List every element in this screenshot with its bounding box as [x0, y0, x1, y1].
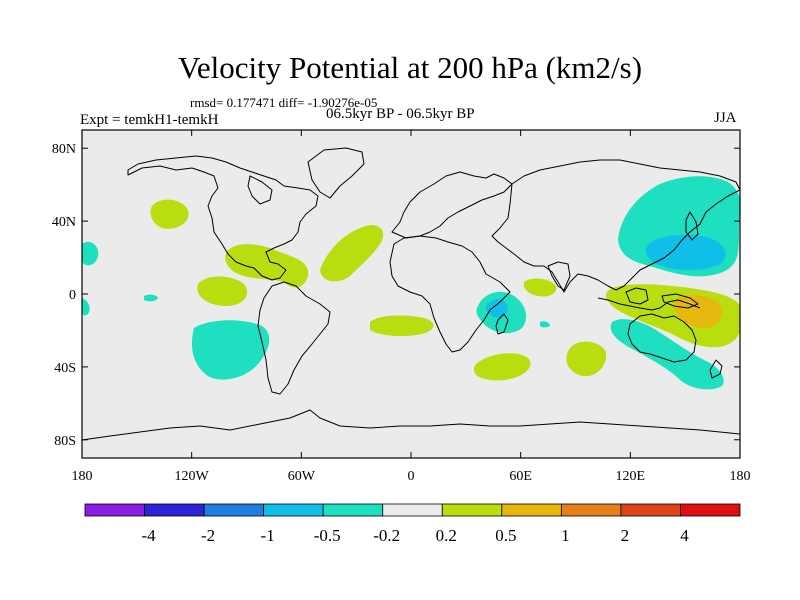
lon-tick-label: 60W	[288, 469, 316, 484]
colorbar-swatch	[560, 503, 622, 517]
new-zealand-coast	[709, 359, 723, 379]
experiment-label: Expt = temkH1-temkH	[80, 112, 219, 128]
colorbar: -4 -2 -1 -0.5 -0.2 0.2 0.5 1 2 4	[84, 503, 741, 545]
colorbar-swatch	[501, 503, 562, 517]
lon-tick-label: 180	[72, 469, 93, 484]
longitude-ticks: 180 120W 60W 0 60E 120E 180	[72, 130, 751, 484]
lon-tick-label: 60E	[509, 469, 532, 484]
stats-text: rmsd= 0.177471 diff= -1.90276e-05	[190, 95, 378, 110]
colorbar-label: 4	[680, 526, 689, 545]
asia-coast	[491, 159, 740, 293]
south-america-coast	[257, 281, 331, 395]
lat-tick-label: 40S	[54, 361, 76, 376]
lat-tick-label: 0	[69, 288, 76, 303]
colorbar-label: -0.5	[314, 526, 341, 545]
japan-coast	[685, 211, 699, 241]
anomaly-north-atlantic-positive	[320, 225, 384, 282]
lon-tick-label: 120E	[616, 469, 646, 484]
india-coast	[547, 261, 571, 291]
colorbar-label: -2	[201, 526, 215, 545]
anomaly-small-pacific-negative	[144, 294, 158, 302]
colorbar-label: 2	[621, 526, 630, 545]
colorbar-label: 1	[561, 526, 570, 545]
lon-tick-label: 180	[730, 469, 751, 484]
colorbar-label: 0.2	[436, 526, 457, 545]
lon-tick-label: 120W	[175, 469, 210, 484]
season-label: JJA	[714, 110, 737, 126]
north-america-coast	[127, 155, 319, 281]
period-label: 06.5kyr BP - 06.5kyr BP	[326, 106, 475, 122]
anomaly-south-indian-positive	[473, 353, 531, 381]
europe-coast	[391, 171, 513, 239]
anomaly-date-line-negative-south	[82, 298, 90, 316]
anomaly-western-pacific-strong-positive	[673, 295, 723, 328]
colorbar-swatch	[322, 503, 384, 517]
anomaly-southern-ocean-positive	[566, 341, 607, 377]
hudson-bay-coast	[247, 175, 273, 205]
africa-coast	[389, 235, 511, 353]
lat-tick-label: 80N	[52, 142, 76, 157]
madagascar-coast	[495, 313, 509, 335]
lon-tick-label: 0	[408, 469, 415, 484]
colorbar-swatch	[620, 503, 681, 517]
anomaly-caribbean-positive	[225, 244, 309, 288]
map-title: Velocity Potential at 200 hPa (km2/s)	[177, 50, 643, 85]
colorbar-swatch	[84, 503, 145, 517]
colorbar-swatch	[263, 503, 324, 517]
colorbar-label: -4	[141, 526, 156, 545]
anomaly-date-line-negative	[82, 241, 99, 266]
anomaly-south-atlantic-positive	[370, 315, 434, 337]
new-guinea-coast	[661, 293, 699, 309]
anomaly-eastern-pacific-positive	[197, 276, 248, 306]
colorbar-swatch	[382, 503, 443, 517]
colorbar-label: 0.5	[495, 526, 516, 545]
anomaly-australia-negative	[610, 319, 724, 390]
lat-tick-label: 40N	[52, 215, 76, 230]
anomaly-west-pacific-strong-negative	[645, 234, 726, 271]
colorbar-swatch	[144, 503, 205, 517]
colorbar-swatch	[680, 503, 741, 517]
colorbar-label: -1	[261, 526, 275, 545]
anomaly-arabian-sea-positive	[523, 278, 557, 297]
colorbar-swatch	[441, 503, 503, 517]
anomaly-north-pacific-positive	[150, 199, 189, 229]
borneo-coast	[625, 287, 649, 305]
latitude-ticks: 80N 40N 0 40S 80S	[52, 142, 740, 449]
anomaly-south-pacific-negative	[191, 320, 270, 380]
colorbar-label: -0.2	[373, 526, 400, 545]
greenland-coast	[307, 147, 365, 199]
coastlines	[82, 147, 740, 441]
australia-coast	[627, 313, 697, 363]
anomaly-small-indian-negative	[540, 321, 550, 328]
antarctica-coast	[82, 409, 740, 441]
lat-tick-label: 80S	[54, 434, 76, 449]
colorbar-swatch	[203, 503, 265, 517]
anomaly-east-africa-strong-negative	[485, 299, 508, 318]
indonesia-coast	[597, 297, 701, 311]
